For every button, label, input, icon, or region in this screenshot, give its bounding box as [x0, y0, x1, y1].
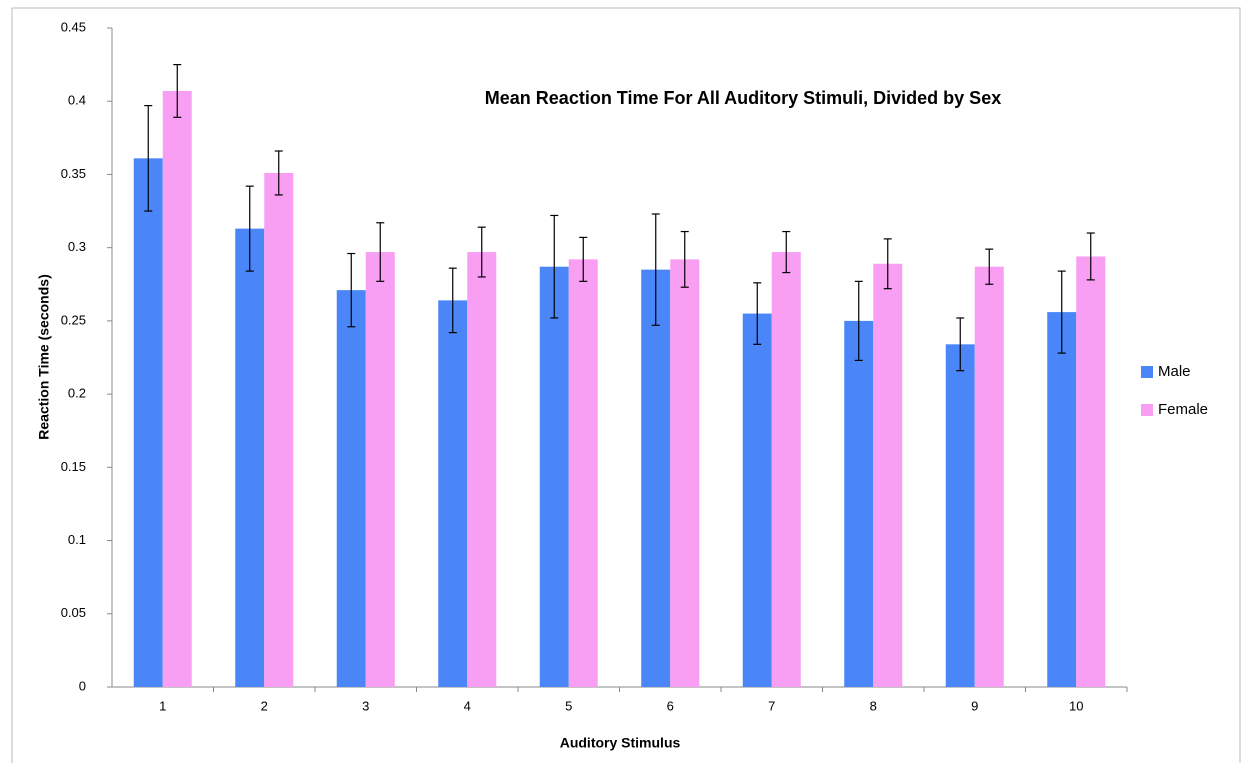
y-tick-label: 0.4 — [68, 93, 86, 108]
y-tick-label: 0.2 — [68, 386, 86, 401]
bar — [945, 344, 975, 687]
chart-frame — [11, 7, 1241, 768]
y-tick-label: 0.35 — [61, 166, 86, 181]
error-bar — [854, 280, 863, 362]
error-bar — [477, 226, 486, 278]
x-tick-label: 3 — [362, 698, 369, 713]
y-tick-label: 0.05 — [61, 605, 86, 620]
error-bar — [956, 317, 965, 372]
bar — [844, 320, 874, 687]
error-bar — [274, 150, 283, 196]
bar — [974, 266, 1004, 687]
error-bar — [782, 230, 791, 274]
error-bar — [245, 185, 254, 272]
bar — [670, 259, 700, 687]
legend-swatch — [1141, 366, 1153, 378]
bar — [264, 172, 294, 688]
bar — [336, 290, 366, 687]
y-tick-label: 0 — [79, 678, 86, 693]
x-tick-label: 10 — [1069, 698, 1083, 713]
y-tick-label: 0.25 — [61, 312, 86, 327]
error-bar — [1086, 232, 1095, 281]
error-bar — [753, 282, 762, 345]
x-tick-label: 5 — [565, 698, 572, 713]
error-bar — [680, 230, 689, 288]
bar — [771, 252, 801, 687]
bar — [133, 158, 163, 687]
error-bar — [347, 252, 356, 328]
x-tick-label: 4 — [464, 698, 471, 713]
x-tick-label: 7 — [768, 698, 775, 713]
error-bar — [550, 214, 559, 319]
y-axis-label: Reaction Time (seconds) — [36, 274, 52, 439]
bar — [568, 259, 598, 687]
legend-label: Male — [1158, 363, 1191, 380]
x-tick-label: 1 — [159, 698, 166, 713]
error-bar — [883, 238, 892, 290]
bar — [1047, 312, 1077, 687]
x-tick-label: 2 — [261, 698, 268, 713]
legend-swatch — [1141, 404, 1153, 416]
y-tick-label: 0.1 — [68, 532, 86, 547]
y-tick-label: 0.45 — [61, 19, 86, 34]
y-tick-label: 0.15 — [61, 459, 86, 474]
bar — [873, 263, 903, 687]
bar — [641, 269, 671, 687]
bar — [365, 252, 395, 687]
legend-label: Female — [1158, 401, 1208, 418]
bar — [742, 313, 772, 687]
error-bar — [376, 222, 385, 282]
bar — [235, 228, 265, 687]
error-bar — [579, 236, 588, 282]
bar — [438, 300, 468, 687]
y-tick-label: 0.3 — [68, 239, 86, 254]
x-tick-label: 9 — [971, 698, 978, 713]
bar — [539, 266, 569, 687]
error-bar — [448, 267, 457, 334]
error-bar — [173, 64, 182, 118]
error-bar — [985, 248, 994, 285]
bar — [467, 252, 497, 687]
bar — [1076, 256, 1106, 687]
x-tick-label: 8 — [870, 698, 877, 713]
x-tick-label: 6 — [667, 698, 674, 713]
error-bar — [144, 105, 153, 212]
error-bar — [1057, 270, 1066, 354]
x-axis-label: Auditory Stimulus — [560, 735, 681, 751]
bar — [162, 90, 192, 687]
chart-title: Mean Reaction Time For All Auditory Stim… — [485, 88, 1001, 108]
error-bar — [651, 213, 660, 326]
